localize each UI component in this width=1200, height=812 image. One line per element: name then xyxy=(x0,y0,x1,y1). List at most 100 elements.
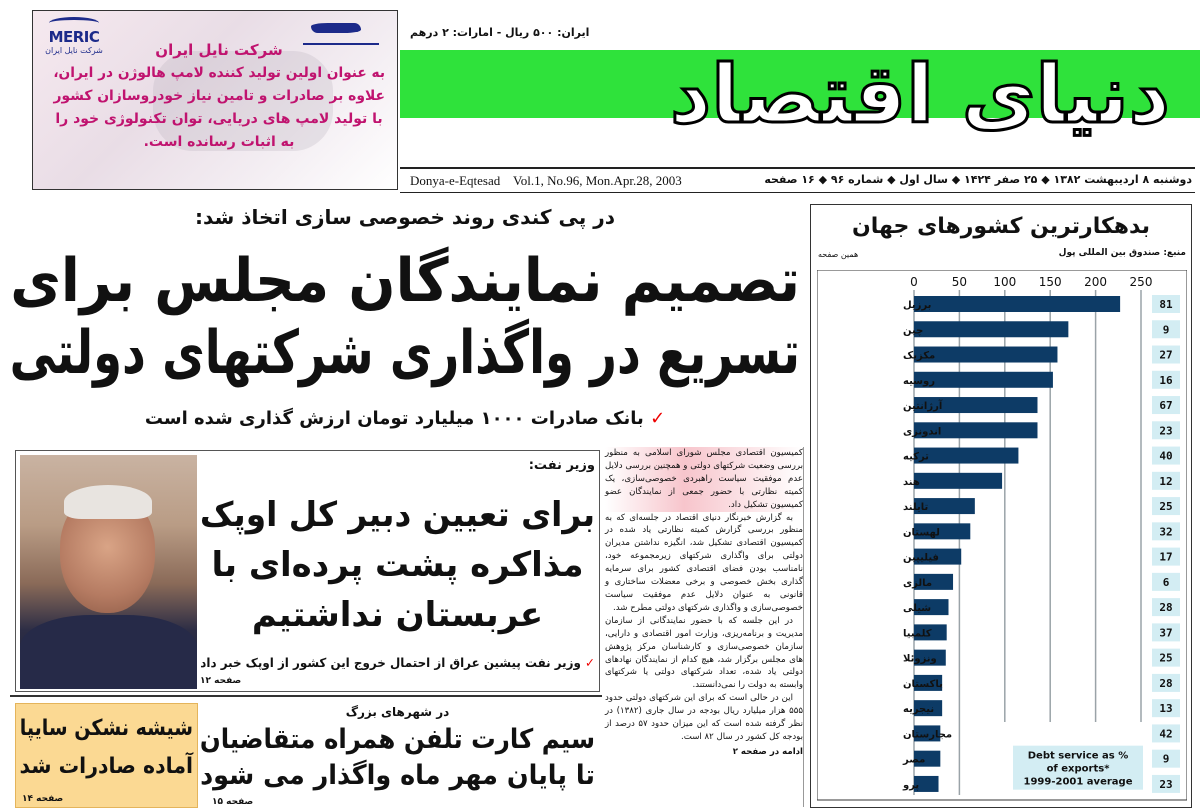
category-label: نیجریه xyxy=(903,704,934,715)
category-label: برزیل xyxy=(903,300,931,311)
side-value-box xyxy=(1152,320,1180,339)
bar xyxy=(914,447,1019,464)
side-value-label: 25 xyxy=(1159,652,1172,665)
page-reference[interactable]: صفحه ۱۲ xyxy=(200,676,242,686)
side-value-box xyxy=(1152,572,1180,591)
oil-story-kicker: وزیر نفت: xyxy=(528,458,595,473)
simcard-kicker: در شهرهای بزرگ xyxy=(345,705,450,719)
lead-headline[interactable]: تصمیم نمایندگان مجلس برای تسریع در واگذا… xyxy=(10,245,801,389)
category-label: مکزیک xyxy=(903,351,935,362)
x-tick-label: 0 xyxy=(910,275,918,289)
dateline-english: Donya-e-Eqtesad Vol.1, No.96, Mon.Apr.28… xyxy=(410,173,682,188)
side-value-label: 32 xyxy=(1159,525,1172,538)
side-legend-box xyxy=(1013,745,1143,790)
headline-line: عربستان نداشتیم xyxy=(251,595,544,635)
meric-brand-sub: شرکت نایل ایران xyxy=(45,46,103,55)
divider xyxy=(400,167,1195,169)
ad-line: علاوه بر صادرات و تامین نیاز خودروسازان … xyxy=(53,88,386,104)
bar xyxy=(914,775,939,792)
bar xyxy=(914,498,975,515)
bar xyxy=(914,321,1069,338)
divider xyxy=(400,192,1195,193)
check-icon: ✓ xyxy=(585,655,595,670)
secondary-logo xyxy=(303,19,379,45)
article-paragraph: این در حالی است که برای این شرکتهای دولت… xyxy=(605,693,804,742)
headline-line: سیم کارت تلفن همراه متقاضیان xyxy=(199,724,595,755)
side-value-box xyxy=(1152,749,1180,768)
lead-subhead-text: بانک صادرات ۱۰۰۰ میلیارد تومان ارزش گذار… xyxy=(144,408,644,429)
bar xyxy=(914,296,1121,312)
bar xyxy=(914,346,1058,363)
bar xyxy=(914,397,1038,414)
advertisement-banner[interactable]: MERIC شرکت نایل ایران شرکت نایل ایران به… xyxy=(32,10,398,190)
side-value-label: 28 xyxy=(1159,677,1172,690)
side-value-label: 42 xyxy=(1159,727,1172,740)
saipa-story-box[interactable]: شیشه نشکن سایپا آماده صادرات شد صفحه ۱۴ xyxy=(15,703,198,808)
category-label: اندونزی xyxy=(903,426,941,437)
x-tick-label: 250 xyxy=(1130,275,1153,289)
ad-title: شرکت نایل ایران xyxy=(155,41,283,59)
masthead-logo-text: دنیای اقتصاد xyxy=(670,48,1170,141)
side-value-box xyxy=(1152,396,1180,415)
article-paragraph: به گزارش خبرنگار دنیای اقتصاد در جلسه‌ای… xyxy=(605,512,803,613)
check-icon: ✓ xyxy=(650,408,666,429)
oil-story-subhead: ✓ وزیر نفت پیشین عراق از احتمال خروج این… xyxy=(200,655,595,670)
headline-line: برای تعیین دبیر کل اوپک xyxy=(199,495,596,535)
x-tick-label: 100 xyxy=(993,275,1016,289)
continued-link[interactable]: ادامه در صفحه ۲ xyxy=(732,746,803,757)
side-value-box xyxy=(1152,370,1180,389)
side-value-label: 25 xyxy=(1159,500,1172,513)
bar xyxy=(914,523,971,540)
bar xyxy=(914,422,1038,439)
page-reference[interactable]: صفحه ۱۴ xyxy=(22,794,64,804)
category-label: شیلی xyxy=(903,603,931,614)
side-value-box xyxy=(1152,673,1180,692)
side-value-label: 23 xyxy=(1159,778,1172,791)
ad-line: به عنوان اولین تولید کننده لامپ هالوژن د… xyxy=(53,65,385,81)
side-value-box xyxy=(1152,446,1180,465)
meric-brand: MERIC xyxy=(48,28,100,46)
side-value-label: 6 xyxy=(1163,576,1170,589)
oil-minister-photo xyxy=(20,455,197,689)
oil-story-headline[interactable]: برای تعیین دبیر کل اوپک مذاکره پشت پرده‌… xyxy=(200,490,595,640)
side-value-label: 16 xyxy=(1159,374,1173,387)
side-value-box xyxy=(1152,623,1180,642)
category-label: پرو xyxy=(902,780,919,791)
side-value-label: 12 xyxy=(1159,475,1172,488)
category-label: پاکستان xyxy=(903,679,943,690)
lead-headline-line: تصمیم نمایندگان مجلس برای xyxy=(10,246,801,316)
bar xyxy=(914,371,1053,388)
bar xyxy=(914,649,946,666)
x-tick-label: 50 xyxy=(952,275,967,289)
side-value-box xyxy=(1152,497,1180,516)
article-paragraph: کمیسیون اقتصادی مجلس شورای اسلامی به منظ… xyxy=(605,447,803,512)
simcard-headline[interactable]: سیم کارت تلفن همراه متقاضیان تا پایان مه… xyxy=(200,722,595,794)
side-value-box xyxy=(1152,774,1180,793)
chart-title: بدهکارترین کشورهای جهان xyxy=(852,214,1150,239)
bar xyxy=(914,548,962,565)
ad-line: با تولید لامپ های دریایی، توان تکنولوژی … xyxy=(55,111,383,127)
headline-line: شیشه نشکن سایپا xyxy=(19,716,194,741)
side-value-box xyxy=(1152,648,1180,667)
divider xyxy=(10,695,602,697)
side-value-box xyxy=(1152,699,1180,718)
bar xyxy=(914,573,954,590)
side-value-label: 81 xyxy=(1159,298,1173,311)
category-label: روسیه xyxy=(903,376,935,387)
category-label: مصر xyxy=(902,755,925,766)
bar xyxy=(914,750,941,767)
side-value-label: 17 xyxy=(1159,551,1172,564)
side-value-box xyxy=(1152,345,1180,364)
side-value-box xyxy=(1152,598,1180,617)
side-legend-text: 1999-2001 average xyxy=(1024,777,1133,788)
category-label: تایلند xyxy=(903,502,928,513)
category-label: مجارستان xyxy=(903,729,952,740)
side-value-box xyxy=(1152,547,1180,566)
column-divider xyxy=(803,447,804,807)
bar xyxy=(914,599,949,616)
bar xyxy=(914,472,1003,489)
page-reference[interactable]: صفحه ۱۵ xyxy=(212,797,254,807)
side-legend-text: Debt service as % xyxy=(1028,751,1129,762)
side-value-label: 67 xyxy=(1159,399,1172,412)
side-value-label: 28 xyxy=(1159,601,1172,614)
